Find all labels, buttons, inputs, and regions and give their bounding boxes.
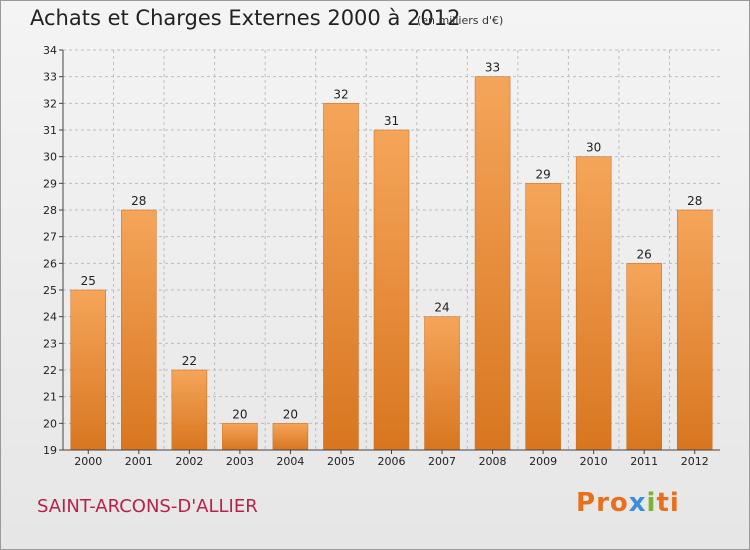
- data-label: 30: [586, 141, 601, 155]
- data-label: 33: [485, 61, 500, 75]
- x-tick-label: 2004: [276, 455, 304, 468]
- bar-2006: [373, 129, 410, 451]
- bar-2000: [70, 289, 107, 451]
- bars: [70, 76, 713, 451]
- data-label: 28: [687, 194, 702, 208]
- x-tick-label: 2011: [630, 455, 658, 468]
- data-label: 26: [637, 247, 652, 261]
- y-tick-label: 30: [43, 151, 57, 164]
- logo-letter: P: [576, 488, 597, 518]
- y-tick-label: 29: [43, 177, 57, 190]
- data-label: 31: [384, 114, 399, 128]
- x-tick-label: 2002: [175, 455, 203, 468]
- location-name: SAINT-ARCONS-D'ALLIER: [37, 496, 258, 517]
- x-tick-label: 2003: [226, 455, 254, 468]
- chart-title: Achats et Charges Externes 2000 à 2012: [30, 6, 461, 30]
- x-tick-label: 2007: [428, 455, 456, 468]
- y-tick-label: 20: [43, 417, 57, 430]
- bar-2002: [171, 369, 208, 451]
- proxiti-logo[interactable]: Proxiti: [576, 488, 680, 518]
- labels: 19 20 21 22 23 24 25 26 27 28 29 30 31 32 33 34 25 2000 28…: [43, 44, 709, 468]
- bar-2003: [222, 423, 258, 451]
- logo-letter: o: [609, 488, 629, 518]
- data-label: 22: [182, 354, 197, 368]
- logo-letter: x: [628, 488, 647, 518]
- chart-subtitle: (en milliers d'€): [417, 14, 504, 27]
- logo-letter: r: [596, 488, 610, 518]
- data-label: 28: [131, 194, 146, 208]
- data-label: 20: [232, 407, 247, 421]
- y-tick-label: 27: [43, 231, 57, 244]
- logo-letter: i: [646, 488, 657, 518]
- y-tick-label: 23: [43, 337, 57, 350]
- y-tick-label: 26: [43, 257, 57, 270]
- x-tick-label: 2000: [74, 455, 102, 468]
- bar-2011: [626, 263, 662, 451]
- x-tick-label: 2009: [529, 455, 557, 468]
- y-tick-label: 31: [43, 124, 57, 137]
- y-tick-label: 34: [43, 44, 57, 57]
- bar-2005: [323, 103, 359, 451]
- logo-letter: t: [656, 488, 670, 518]
- y-tick-label: 28: [43, 204, 57, 217]
- x-tick-label: 2006: [378, 455, 406, 468]
- bar-2007: [424, 316, 460, 451]
- x-tick-label: 2012: [681, 455, 709, 468]
- y-tick-label: 19: [43, 444, 57, 457]
- data-label: 24: [434, 301, 449, 315]
- data-label: 25: [81, 274, 96, 288]
- bar-2001: [121, 209, 157, 451]
- y-tick-label: 32: [43, 97, 57, 110]
- x-tick-label: 2008: [479, 455, 507, 468]
- data-label: 20: [283, 407, 298, 421]
- bar-2012: [676, 209, 713, 451]
- x-tick-label: 2010: [580, 455, 608, 468]
- data-label: 32: [333, 87, 348, 101]
- y-tick-label: 21: [43, 391, 57, 404]
- bar-2009: [525, 183, 561, 451]
- y-tick-label: 33: [43, 71, 57, 84]
- x-tick-label: 2001: [125, 455, 153, 468]
- bar-2004: [272, 423, 309, 451]
- bar-2008: [474, 76, 511, 451]
- y-tick-label: 25: [43, 284, 57, 297]
- x-tick-label: 2005: [327, 455, 355, 468]
- y-tick-label: 24: [43, 311, 57, 324]
- bar-2010: [575, 156, 612, 451]
- logo-letter: i: [669, 488, 680, 518]
- axes: [59, 49, 720, 454]
- y-tick-label: 22: [43, 364, 57, 377]
- data-label: 29: [535, 167, 550, 181]
